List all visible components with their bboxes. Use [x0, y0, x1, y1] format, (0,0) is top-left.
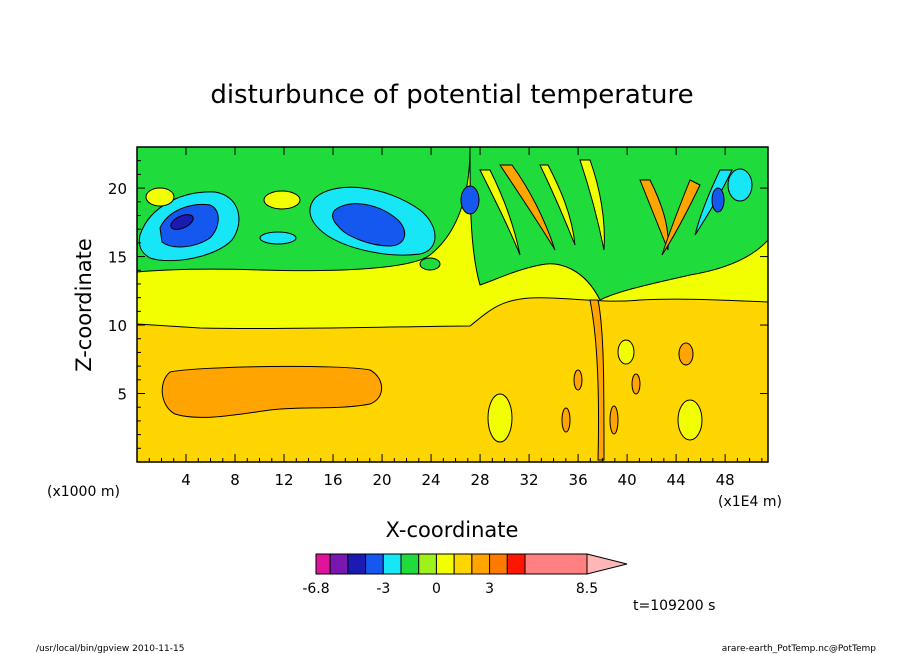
- colorbar-cell: [489, 553, 508, 575]
- time-label: t=109200 s: [633, 598, 715, 614]
- cell-right-inner: [332, 203, 406, 247]
- cell-left-core: [170, 214, 194, 230]
- colorbar-label: 3: [485, 581, 494, 597]
- blob: [727, 168, 753, 202]
- chart-title: disturbunce of potential temperature: [210, 80, 693, 110]
- colorbar-cell: [435, 553, 455, 575]
- x-tick-label: 36: [569, 471, 588, 489]
- colorbar-cell: [471, 553, 491, 575]
- blob: [677, 399, 703, 441]
- streak: [639, 179, 669, 251]
- colorbar-cell: [382, 553, 402, 575]
- x-tick-label: 24: [422, 471, 441, 489]
- blob: [487, 393, 513, 443]
- colorbar-label: -6.8: [302, 581, 329, 597]
- footer-left: /usr/local/bin/gpview 2010-11-15: [36, 644, 184, 654]
- x-unit-right: (x1E4 m): [718, 494, 782, 510]
- blob: [617, 339, 635, 365]
- colorbar-label: 8.5: [576, 581, 598, 597]
- streak: [661, 179, 701, 256]
- blob: [711, 187, 725, 213]
- colorbar-cell: [506, 553, 526, 575]
- x-axis-label: X-coordinate: [386, 518, 519, 542]
- cell-left-inner: [159, 203, 219, 248]
- small-yellow-b: [263, 190, 301, 210]
- x-tick-label: 20: [373, 471, 392, 489]
- x-tick-label: 16: [323, 471, 342, 489]
- streak: [499, 164, 556, 251]
- small-cyan: [259, 231, 297, 245]
- plot-frame: [136, 146, 769, 463]
- x-tick-label: 8: [230, 471, 240, 489]
- x-unit-left: (x1000 m): [47, 484, 120, 500]
- small-green: [419, 257, 441, 271]
- colorbar-cell: [329, 553, 349, 575]
- colorbar-cell: [400, 553, 420, 575]
- blob: [573, 369, 583, 391]
- blob: [631, 373, 641, 395]
- x-tick-label: 4: [181, 471, 191, 489]
- blob: [678, 342, 694, 366]
- y-tick-label: 10: [108, 317, 127, 335]
- y-tick-label: 15: [108, 249, 127, 267]
- y-axis-label: Z-coordinate: [72, 238, 96, 372]
- y-axis: 5 10 15 20: [108, 160, 768, 449]
- blob: [460, 185, 480, 215]
- small-yellow-a: [145, 187, 175, 207]
- x-tick-label: 48: [716, 471, 735, 489]
- x-tick-label: 32: [520, 471, 539, 489]
- colorbar: [315, 553, 628, 575]
- footer-right: arare-earth_PotTemp.nc@PotTemp: [722, 644, 877, 654]
- colorbar-labels: -6.8 -3 0 3 8.5: [302, 581, 598, 597]
- colorbar-cell: [418, 553, 437, 575]
- x-tick-label: 28: [471, 471, 490, 489]
- x-axis: 4 8 12 16 20 24 28 32 36 40 44 48: [148, 147, 763, 489]
- streak: [479, 169, 521, 256]
- x-tick-label: 44: [667, 471, 686, 489]
- blob: [561, 407, 571, 433]
- plot-area: [137, 147, 768, 462]
- colorbar-cell: [453, 553, 473, 575]
- colorbar-cell: [365, 553, 384, 575]
- colorbar-extend: [586, 553, 628, 575]
- colorbar-cell: [524, 553, 588, 575]
- x-tick-label: 40: [618, 471, 637, 489]
- y-tick-label: 5: [117, 386, 127, 404]
- colorbar-cell: [315, 553, 331, 575]
- blob: [609, 405, 619, 435]
- warm-region: [161, 365, 383, 418]
- colorbar-label: -3: [376, 581, 390, 597]
- colorbar-label: 0: [432, 581, 441, 597]
- y-tick-label: 20: [108, 180, 127, 198]
- streak: [539, 164, 576, 246]
- x-tick-label: 12: [274, 471, 293, 489]
- central-plume: [589, 299, 605, 461]
- colorbar-cell: [347, 553, 367, 575]
- streak: [579, 159, 605, 251]
